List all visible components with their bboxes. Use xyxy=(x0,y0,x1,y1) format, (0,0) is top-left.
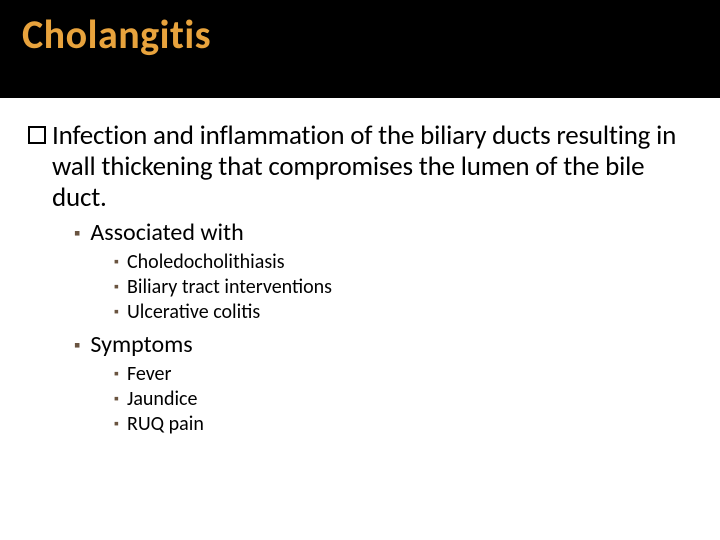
tiny-square-bullet-icon: ▪ xyxy=(114,362,119,386)
bullet-l2-text: Associated with xyxy=(90,219,243,248)
bullet-l3-text: Choledocholithiasis xyxy=(127,250,285,275)
small-square-bullet-icon: ▪ xyxy=(74,331,80,359)
tiny-square-bullet-icon: ▪ xyxy=(114,250,119,274)
slide-title: Cholangitis xyxy=(22,10,720,59)
bullet-level3: ▪ Fever xyxy=(114,362,692,387)
bullet-level1: Infection and inflammation of the biliar… xyxy=(28,120,692,213)
bullet-l3-text: Jaundice xyxy=(127,387,197,412)
bullet-level3: ▪ Jaundice xyxy=(114,387,692,412)
bullet-l3-text: Biliary tract interventions xyxy=(127,275,332,300)
slide-content: Infection and inflammation of the biliar… xyxy=(0,98,720,437)
square-bullet-icon xyxy=(28,126,46,144)
bullet-level2: ▪ Symptoms xyxy=(74,331,692,360)
bullet-level3: ▪ Biliary tract interventions xyxy=(114,275,692,300)
title-bar: Cholangitis xyxy=(0,0,720,98)
tiny-square-bullet-icon: ▪ xyxy=(114,300,119,324)
bullet-l3-text: Ulcerative colitis xyxy=(127,300,260,325)
bullet-level3: ▪ Ulcerative colitis xyxy=(114,300,692,325)
bullet-l3-text: Fever xyxy=(127,362,172,387)
bullet-level3: ▪ Choledocholithiasis xyxy=(114,250,692,275)
group-associated: ▪ Associated with ▪ Choledocholithiasis … xyxy=(28,219,692,325)
tiny-square-bullet-icon: ▪ xyxy=(114,275,119,299)
bullet-level3: ▪ RUQ pain xyxy=(114,412,692,437)
bullet-l2-text: Symptoms xyxy=(90,331,192,360)
tiny-square-bullet-icon: ▪ xyxy=(114,412,119,436)
tiny-square-bullet-icon: ▪ xyxy=(114,387,119,411)
bullet-l3-text: RUQ pain xyxy=(127,412,204,437)
small-square-bullet-icon: ▪ xyxy=(74,219,80,247)
group-symptoms: ▪ Symptoms ▪ Fever ▪ Jaundice ▪ RUQ pain xyxy=(28,331,692,437)
bullet-l1-text: Infection and inflammation of the biliar… xyxy=(52,120,692,213)
bullet-level2: ▪ Associated with xyxy=(74,219,692,248)
